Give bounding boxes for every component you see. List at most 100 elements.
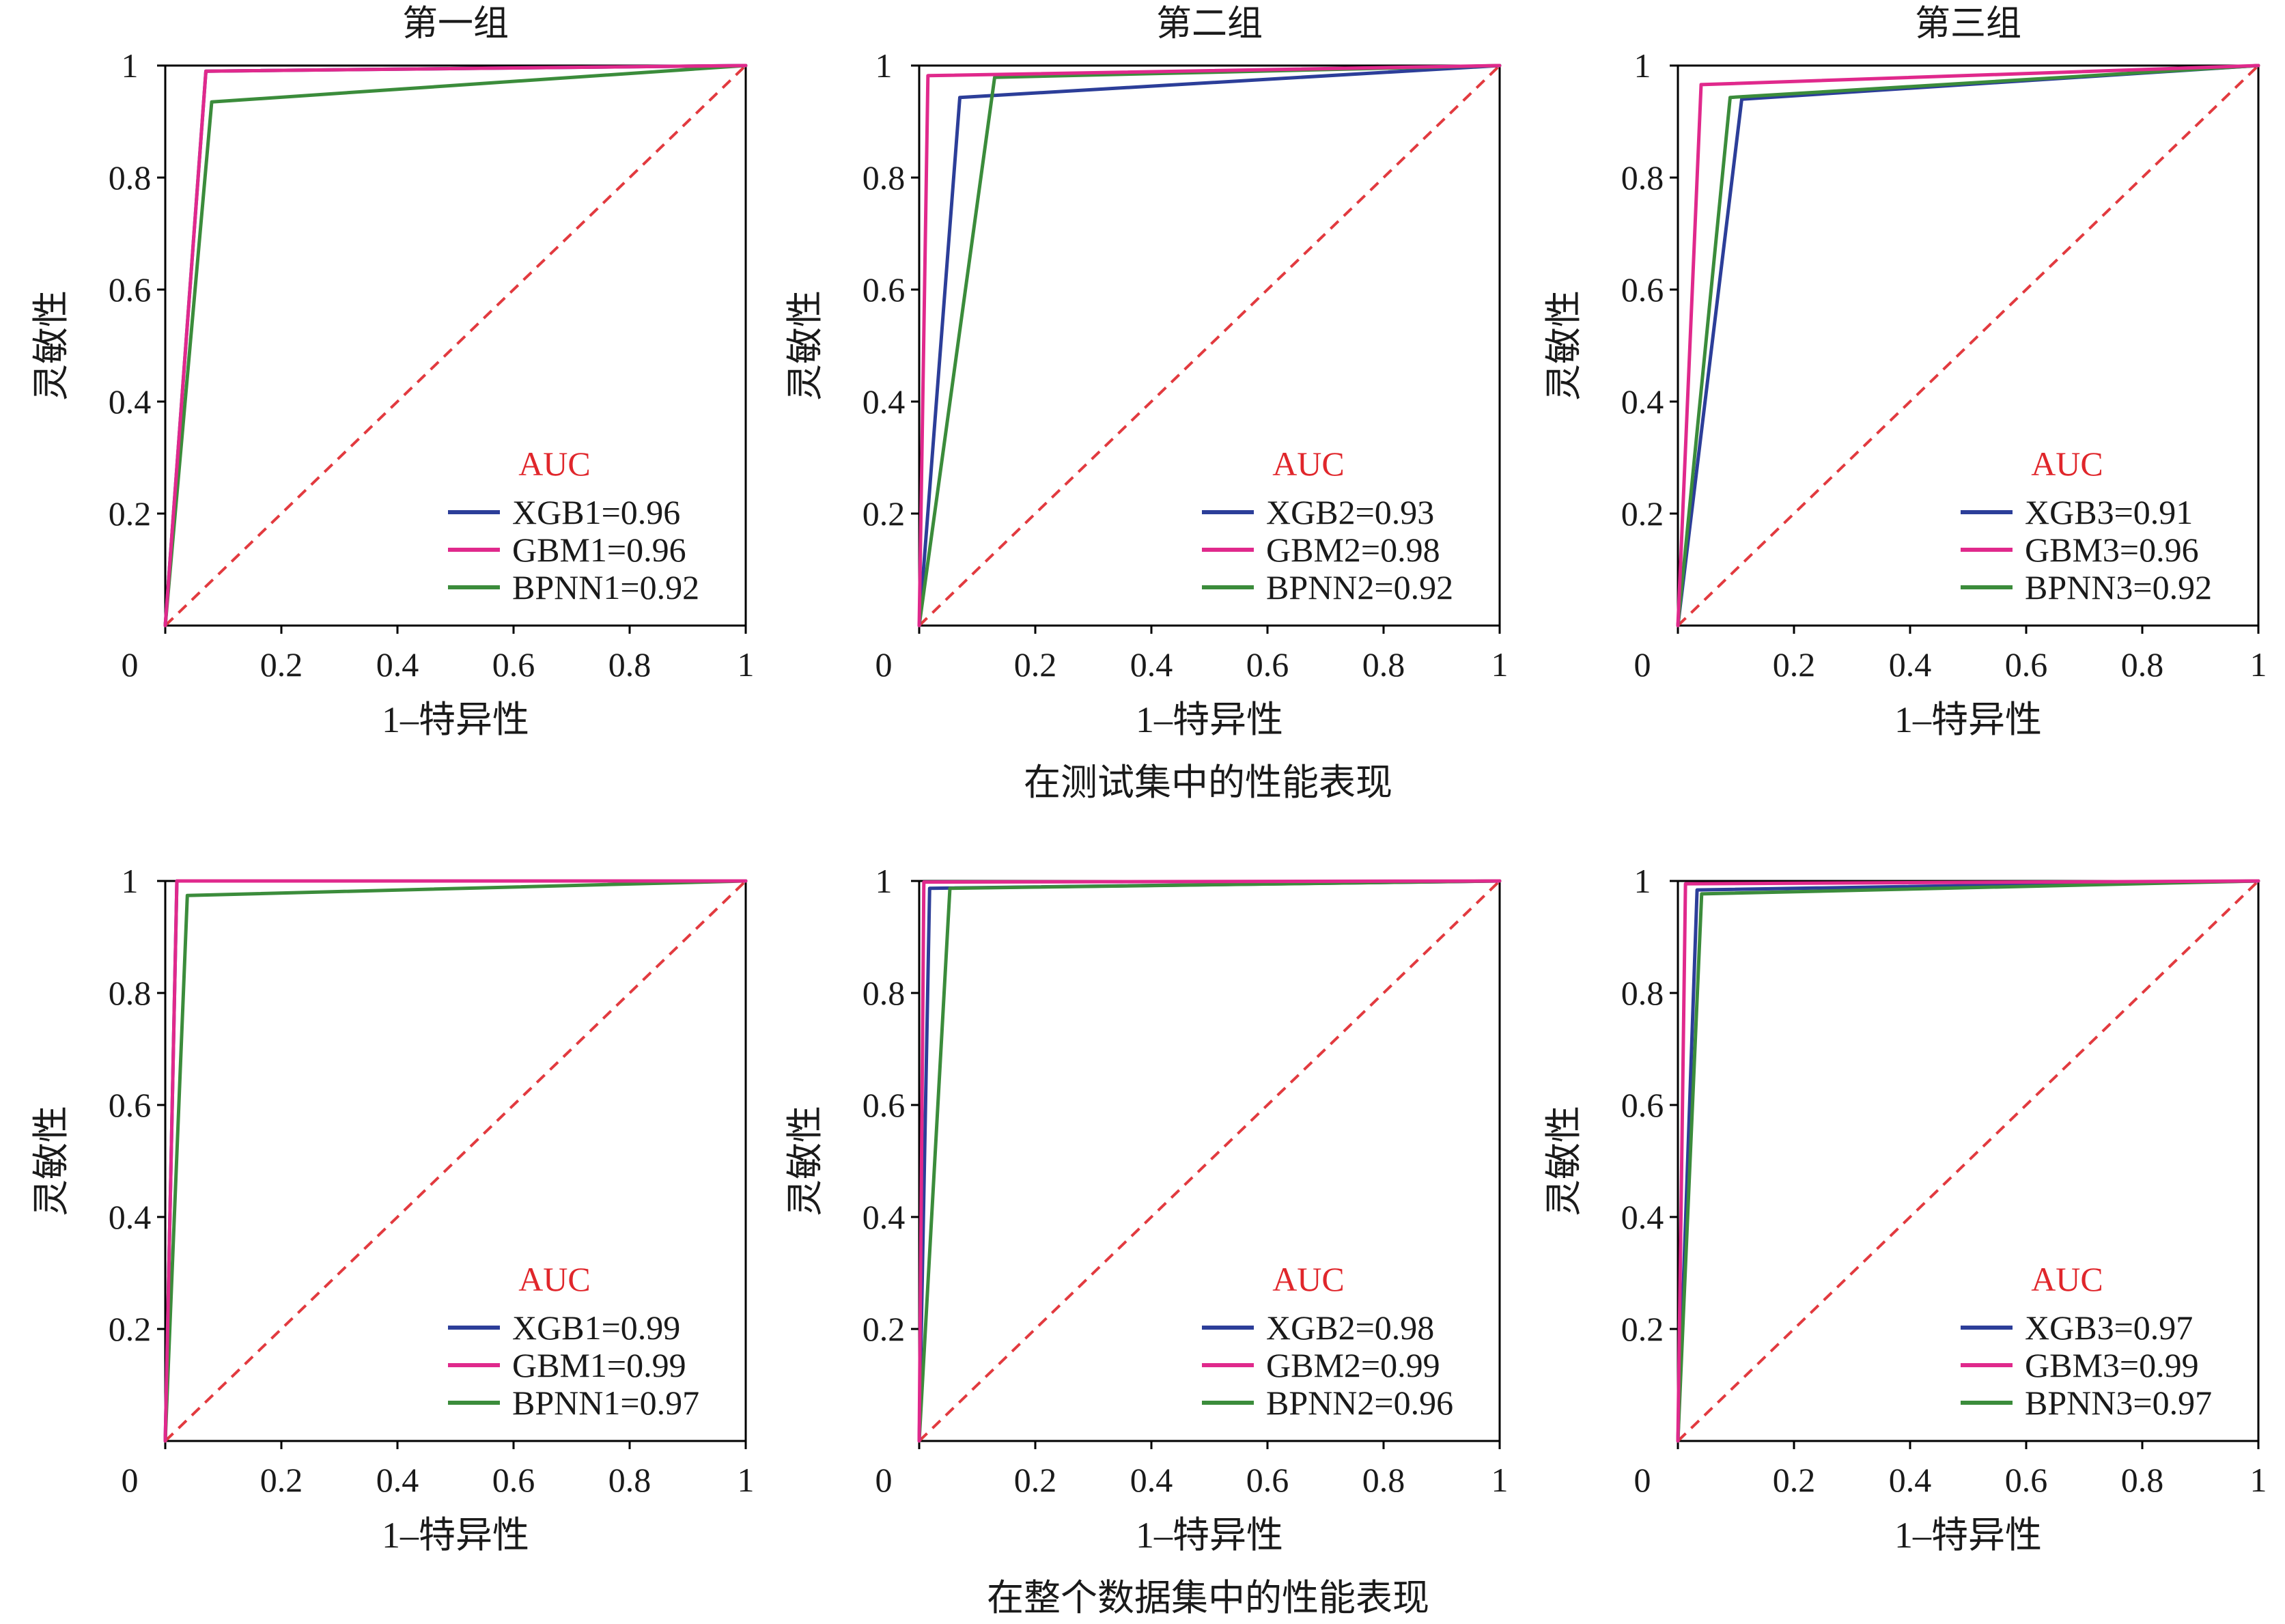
y-axis-label: 灵敏性 [785,1106,826,1216]
legend-title: AUC [2031,445,2103,483]
legend-title: AUC [518,445,591,483]
y-tick-label: 1 [875,46,893,85]
y-tick-label: 0.4 [1621,1198,1664,1236]
legend-title: AUC [2031,1260,2103,1298]
x-tick-label: 0.2 [1773,1461,1816,1499]
y-tick-label: 0.6 [1621,1086,1664,1124]
x-tick-label: 0.4 [1130,1461,1173,1499]
x-axis-label: 1–特异性 [1136,699,1283,740]
legend-label: BPNN1=0.97 [512,1384,699,1422]
y-tick-label: 0.8 [1621,158,1664,197]
legend-label: GBM1=0.99 [512,1346,686,1384]
legend-label: XGB1=0.96 [512,493,680,531]
roc-curve-bpnn1 [163,879,748,1443]
legend-label: GBM3=0.99 [2025,1346,2199,1384]
y-tick-label: 0.8 [1621,974,1664,1012]
y-tick-label: 0.2 [109,1310,152,1348]
y-axis-label: 灵敏性 [1543,290,1584,401]
y-tick-label: 0.2 [109,494,152,533]
x-axis-label: 1–特异性 [1136,1515,1283,1556]
chart-title: 第三组 [1915,5,2021,44]
y-tick-label: 1 [122,862,139,900]
roc-curve-gbm3 [1676,879,2260,1443]
x-tick-label: 0.2 [1014,1461,1057,1499]
x-tick-label: 0.8 [608,645,651,684]
reference-diagonal-line [918,880,1501,1442]
x-axis-label: 1–特异性 [1894,699,2042,740]
x-tick-label: 0 [875,1461,893,1499]
chart-title: 第一组 [402,5,509,44]
y-tick-label: 0.6 [109,270,152,309]
x-tick-label: 1 [1491,1461,1509,1499]
roc-chart-4: 0 0.2 0.4 0.6 0.8 1 0.2 0.4 0.6 0.8 1 1–特异性 灵敏性 AUC XG… [31,862,755,1556]
plot-frame [164,64,747,627]
x-tick-label: 0 [122,645,139,684]
y-tick-label: 1 [875,862,893,900]
y-tick-label: 0.6 [109,1086,152,1124]
y-tick-label: 0.6 [1621,270,1664,309]
legend-label: GBM2=0.98 [1266,531,1440,569]
roc-curve-gbm1 [163,64,748,628]
x-tick-label: 0.8 [2121,645,2164,684]
x-tick-label: 0.2 [1014,645,1057,684]
chart-title: 第二组 [1156,5,1263,44]
x-tick-label: 1 [2250,1461,2267,1499]
caption-full-dataset: 在整个数据集中的性能表现 [987,1578,1429,1619]
y-tick-label: 0.2 [1621,494,1664,533]
x-tick-label: 0.4 [1889,645,1932,684]
y-tick-label: 0.8 [109,974,152,1012]
legend-title: AUC [518,1260,591,1298]
x-tick-label: 0 [122,1461,139,1499]
legend-label: XGB1=0.99 [512,1308,680,1347]
reference-diagonal-line [1677,64,2260,627]
y-axis-label: 灵敏性 [31,1106,72,1216]
x-tick-label: 0.8 [1362,645,1405,684]
plot-frame [1677,64,2260,627]
x-tick-label: 0.6 [492,1461,535,1499]
x-tick-label: 0 [1634,645,1651,684]
y-tick-label: 1 [122,46,139,85]
y-tick-label: 0.4 [863,382,906,421]
roc-chart-6: 0 0.2 0.4 0.6 0.8 1 0.2 0.4 0.6 0.8 1 1–特异性 灵敏性 AUC XG… [1543,862,2267,1556]
x-tick-label: 0 [1634,1461,1651,1499]
x-tick-label: 1 [1491,645,1509,684]
y-tick-label: 1 [1634,862,1651,900]
roc-curve-bpnn2 [917,879,1502,1443]
x-tick-label: 0.8 [2121,1461,2164,1499]
roc-chart-3: 第三组 0 0.2 0.4 0.6 0.8 1 0.2 0.4 0.6 0.8 1 1–特异性 灵敏性 AU… [1543,5,2267,740]
x-axis-label: 1–特异性 [382,699,529,740]
y-tick-label: 0.8 [863,974,906,1012]
roc-curve-gbm2 [917,64,1502,628]
y-tick-label: 0.8 [109,158,152,197]
y-tick-label: 1 [1634,46,1651,85]
y-tick-label: 0.2 [863,1310,906,1348]
y-tick-label: 0.8 [863,158,906,197]
x-tick-label: 1 [738,645,755,684]
legend-label: BPNN2=0.92 [1266,568,1453,606]
x-tick-label: 0.6 [492,645,535,684]
y-tick-label: 0.4 [109,382,152,421]
legend-label: GBM1=0.96 [512,531,686,569]
x-tick-label: 0.4 [1130,645,1173,684]
roc-curve-bpnn1 [163,64,748,628]
legend-label: XGB2=0.93 [1266,493,1434,531]
legend-title: AUC [1272,445,1345,483]
roc-chart-2: 第二组 0 0.2 0.4 0.6 0.8 1 0.2 0.4 0.6 0.8 1 1–特异性 灵敏性 AU… [785,5,1509,740]
y-tick-label: 0.2 [863,494,906,533]
roc-curve-gbm2 [917,879,1502,1443]
x-tick-label: 0 [875,645,893,684]
legend-label: BPNN3=0.97 [2025,1384,2212,1422]
y-tick-label: 0.6 [863,270,906,309]
x-tick-label: 0.2 [260,645,303,684]
x-tick-label: 0.4 [376,1461,419,1499]
x-tick-label: 0.4 [1889,1461,1932,1499]
